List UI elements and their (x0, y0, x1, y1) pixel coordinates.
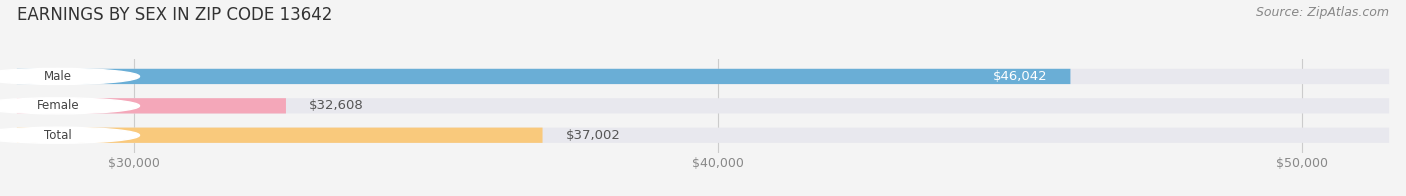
Text: $37,002: $37,002 (565, 129, 621, 142)
FancyBboxPatch shape (17, 69, 1070, 84)
Ellipse shape (0, 98, 139, 114)
Text: Total: Total (44, 129, 72, 142)
FancyBboxPatch shape (17, 128, 543, 143)
Ellipse shape (0, 127, 139, 143)
Text: $46,042: $46,042 (993, 70, 1047, 83)
Text: Source: ZipAtlas.com: Source: ZipAtlas.com (1256, 6, 1389, 19)
Text: Female: Female (37, 99, 79, 112)
Ellipse shape (0, 68, 139, 84)
Text: $32,608: $32,608 (309, 99, 364, 112)
Text: Male: Male (44, 70, 72, 83)
FancyBboxPatch shape (17, 98, 285, 113)
Text: EARNINGS BY SEX IN ZIP CODE 13642: EARNINGS BY SEX IN ZIP CODE 13642 (17, 6, 332, 24)
FancyBboxPatch shape (17, 69, 1389, 84)
FancyBboxPatch shape (17, 128, 1389, 143)
FancyBboxPatch shape (17, 98, 1389, 113)
